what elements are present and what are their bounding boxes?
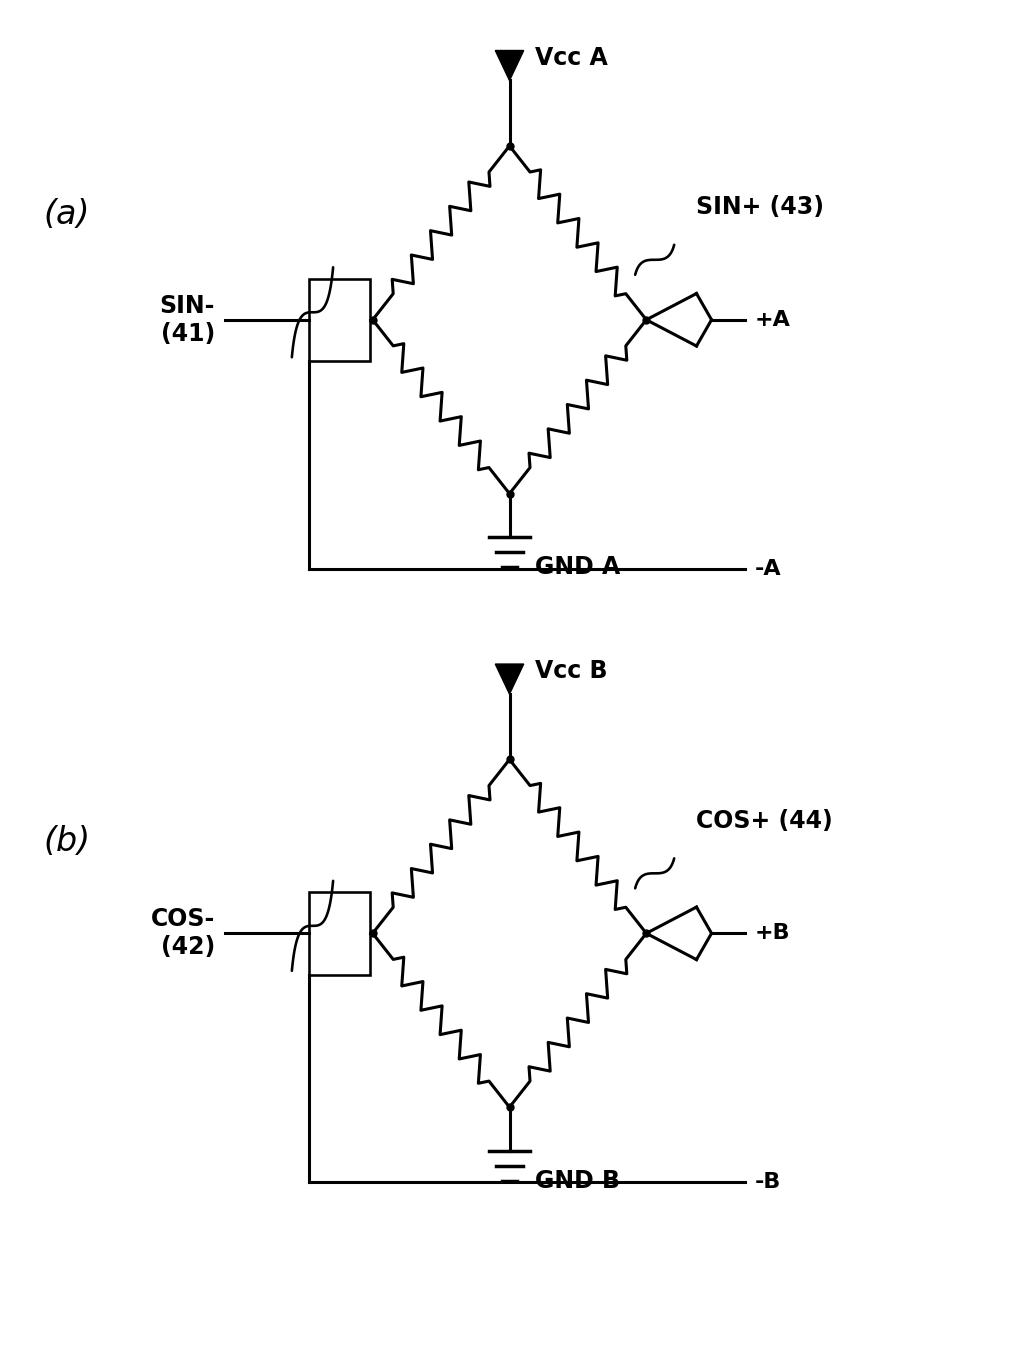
Text: -A: -A: [755, 559, 782, 579]
Text: (a): (a): [44, 197, 90, 230]
Polygon shape: [495, 664, 524, 694]
Text: SIN+ (43): SIN+ (43): [696, 196, 824, 219]
Bar: [309, 893, 370, 975]
Polygon shape: [495, 51, 524, 81]
Text: Vcc B: Vcc B: [535, 658, 607, 683]
Text: +A: +A: [755, 309, 791, 330]
Text: +B: +B: [755, 923, 791, 943]
Bar: [309, 278, 370, 361]
Text: GND A: GND A: [535, 556, 621, 579]
Text: COS-
(42): COS- (42): [151, 908, 215, 960]
Text: GND B: GND B: [535, 1169, 620, 1192]
Text: SIN-
(41): SIN- (41): [159, 294, 215, 346]
Text: (b): (b): [44, 824, 91, 858]
Text: Vcc A: Vcc A: [535, 45, 607, 70]
Text: COS+ (44): COS+ (44): [696, 809, 834, 832]
Text: -B: -B: [755, 1172, 782, 1192]
